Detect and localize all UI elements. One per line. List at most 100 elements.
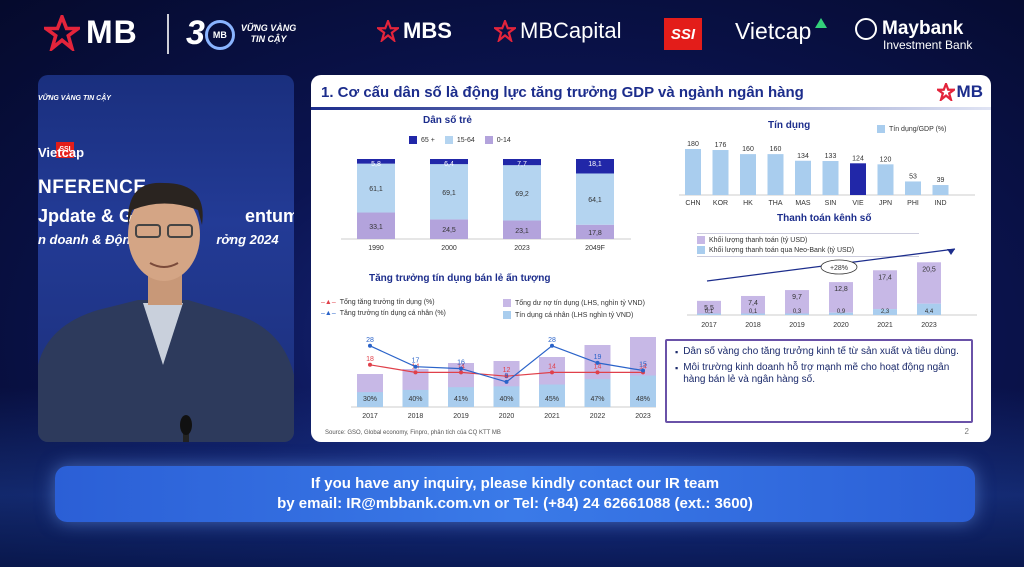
credit-bar-value: 53 — [909, 173, 917, 180]
digital-payment-chart: 5,50,120177,40,120189,70,3201912,80,9202… — [687, 248, 977, 329]
line-point — [368, 362, 372, 367]
neobank-bar — [741, 313, 765, 315]
personal-credit-bar — [357, 392, 383, 407]
personal-credit-bar — [448, 387, 474, 407]
payment-bar — [917, 262, 941, 304]
header-bar: MB 3 MB VỮNG VÀNG TIN CẬY MBS MBCapital S… — [0, 0, 1024, 70]
x-tick-label: 2019 — [789, 322, 805, 329]
payment-bar — [829, 282, 853, 313]
neobank-bar-value: 0,1 — [749, 309, 758, 315]
credit-bar — [877, 164, 894, 195]
line-point — [550, 343, 554, 348]
x-tick-label: 2023 — [514, 245, 530, 252]
x-tick-label: HK — [743, 200, 753, 207]
legend-swatch — [409, 136, 417, 144]
x-tick-label: 2018 — [408, 413, 424, 420]
mb-star-icon — [44, 14, 80, 51]
bar-share-label: 30% — [363, 396, 377, 403]
line-point — [504, 374, 509, 379]
speaker-figure — [38, 182, 294, 442]
video-bg-subtitle: n doanh & Động rởng 2024 — [38, 232, 279, 247]
line-point-label: 28 — [548, 337, 556, 344]
x-tick-label: 2017 — [362, 413, 378, 420]
credit-bar — [822, 161, 839, 195]
credit-bar — [712, 150, 729, 195]
x-tick-label: JPN — [879, 200, 892, 207]
bar-share-label: 40% — [408, 396, 422, 403]
pop-bar-label: 24,5 — [442, 227, 456, 234]
pop-bar-0-14 — [576, 224, 614, 239]
payment-bar-value: 9,7 — [792, 294, 802, 301]
retail-chart-title: Tăng trưởng tín dụng bán lẻ ấn tượng — [369, 273, 551, 284]
trend-arrow-head — [947, 249, 955, 255]
pop-bar-15-64 — [357, 163, 395, 213]
credit-bar-value: 134 — [797, 153, 809, 160]
brand-name: MB — [86, 14, 138, 50]
anniversary-badge: MB — [204, 20, 235, 51]
x-tick-label: 2000 — [441, 245, 457, 252]
partner-maybank-logo: Maybank Investment Bank — [855, 18, 972, 52]
credit-bar-value: 180 — [687, 141, 699, 148]
legend-line-red-icon: –▲– — [321, 299, 336, 306]
x-tick-label: MAS — [795, 200, 811, 207]
slide-title: 1. Cơ cấu dân số là động lực tăng trưởng… — [321, 84, 804, 101]
video-bg-vietcap: Vietcap — [38, 145, 85, 160]
line-point — [550, 370, 554, 375]
neobank-bar-value: 0,9 — [837, 309, 846, 315]
retail-chart-legend-left: –▲– Tổng tăng trưởng tín dụng (%) –▲– Tăng… — [321, 299, 446, 317]
slide-star-icon — [936, 83, 955, 101]
pop-bar-65 — [430, 159, 468, 165]
bar-share-label: 48% — [636, 396, 650, 403]
line-point — [459, 366, 463, 371]
pop-bar-15-64 — [576, 173, 614, 225]
maybank-tiger-icon — [855, 18, 877, 40]
pop-bar-label: 33,1 — [369, 224, 383, 231]
pop-bar-0-14 — [430, 219, 468, 239]
pop-bar-label: 17,8 — [588, 230, 602, 237]
pop-bar-label: 69,2 — [515, 191, 529, 198]
x-tick-label: 2019 — [453, 413, 469, 420]
pop-chart-title: Dân số trẻ — [423, 115, 472, 126]
pop-bar-label: 6,4 — [444, 161, 454, 168]
pop-bar-label: 61,1 — [369, 186, 383, 193]
partner-mbs-logo: MBS — [377, 18, 452, 44]
line-point-label: 12 — [503, 367, 511, 374]
credit-bar-value: 120 — [880, 156, 892, 163]
credit-bar-value: 160 — [742, 146, 754, 153]
line-point — [413, 364, 418, 369]
credit-gdp-chart: 180 CHN 176 KOR 160 HK 160 THA 134 MAS 133 SIN 124 VI… — [679, 141, 975, 207]
x-tick-label: 2021 — [544, 413, 560, 420]
payment-bar — [741, 295, 765, 314]
credit-bar-value: 176 — [715, 142, 727, 149]
retail-credit-chart: 30% 2017 40% 2018 41% 2019 40% 2020 45% 2021 47% 20… — [351, 337, 656, 420]
pop-bar-label: 18,1 — [588, 161, 602, 168]
bar-share-label: 40% — [499, 396, 513, 403]
payment-bar — [785, 290, 809, 314]
line-point — [595, 370, 600, 375]
personal-credit-bar — [493, 386, 520, 407]
payment-bar-value: 17,4 — [878, 274, 892, 281]
mbcapital-star-icon — [494, 20, 516, 42]
pop-chart-legend: 65 + 15-64 0-14 — [409, 136, 511, 144]
anniversary-number: 3 MB — [186, 14, 235, 53]
pop-bar-label: 69,1 — [442, 190, 456, 197]
credit-bar — [905, 181, 921, 195]
credit-bar — [767, 154, 784, 195]
video-bg-conference: NFERENCE — [38, 177, 147, 198]
line-point — [504, 379, 509, 384]
personal-credit-bar — [630, 375, 656, 407]
credit-bar — [740, 154, 756, 195]
line-point-label: 19 — [594, 354, 602, 361]
line-point-label: 28 — [366, 337, 374, 344]
payment-bar-value: 20,5 — [922, 266, 936, 273]
credit-bar-value: 133 — [825, 153, 837, 160]
payment-bar-value: 5,5 — [704, 305, 714, 312]
credit-chart-title: Tín dụng — [768, 120, 811, 131]
neobank-bar — [829, 312, 853, 315]
credit-bar — [932, 185, 949, 195]
legend-swatch — [697, 246, 705, 254]
x-tick-label: CHN — [685, 200, 700, 207]
contact-line-1: If you have any inquiry, please kindly c… — [310, 475, 720, 492]
x-tick-label: IND — [934, 200, 946, 207]
